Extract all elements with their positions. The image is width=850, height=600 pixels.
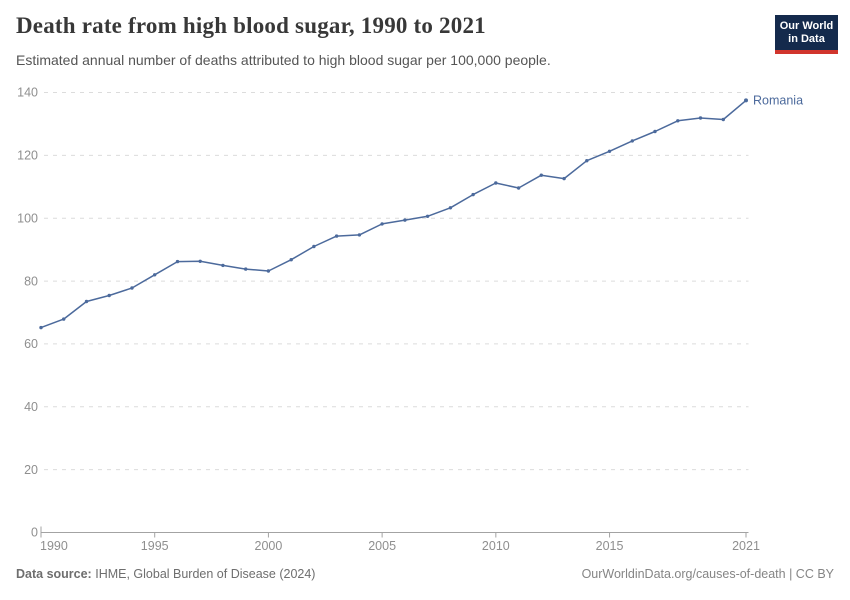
chart-subtitle: Estimated annual number of deaths attrib… [16,52,551,68]
data-point[interactable] [425,214,430,218]
y-axis-tick-label: 140 [17,86,38,100]
data-point[interactable] [130,286,134,290]
x-axis-tick-label: 1990 [40,539,68,553]
data-point[interactable] [198,259,202,263]
logo-text-line2: in Data [788,33,825,45]
data-point[interactable] [698,116,703,120]
y-axis-tick-label: 100 [17,211,38,225]
chart-footer: Data source: IHME, Global Burden of Dise… [16,567,834,581]
data-point[interactable] [721,117,725,122]
data-point[interactable] [448,206,453,210]
data-point[interactable] [62,317,66,321]
x-axis-tick-label: 2005 [368,539,396,553]
attribution-link[interactable]: OurWorldinData.org/causes-of-death | CC … [581,567,834,581]
data-point[interactable] [244,267,248,271]
y-axis-tick-label: 40 [24,400,38,414]
x-axis-tick-label: 2015 [596,539,624,553]
data-source: Data source: IHME, Global Burden of Dise… [16,567,315,581]
data-point[interactable] [653,129,657,134]
data-point[interactable] [585,159,589,163]
x-axis-tick-label: 2010 [482,539,510,553]
data-point[interactable] [39,325,43,330]
data-point[interactable] [84,299,89,304]
data-point[interactable] [357,233,362,237]
y-axis-tick-label: 0 [31,526,38,540]
y-axis-tick-label: 20 [24,463,38,477]
data-point[interactable] [380,222,384,226]
series-end-label[interactable]: Romania [753,93,803,107]
data-source-label: Data source: [16,567,92,581]
data-point[interactable] [266,269,271,273]
x-axis-tick-label: 2021 [732,539,760,553]
y-axis-tick-label: 80 [24,274,38,288]
logo-text-line1: Our World [779,20,834,32]
data-point[interactable] [153,273,157,277]
data-point[interactable] [107,293,111,298]
series-line[interactable] [40,99,747,329]
data-point[interactable] [221,263,225,268]
page-title: Death rate from high blood sugar, 1990 t… [16,13,486,38]
data-point[interactable] [334,234,339,238]
data-point[interactable] [471,192,475,197]
y-axis-tick-label: 120 [17,149,38,163]
data-point[interactable] [175,259,180,264]
data-source-value: IHME, Global Burden of Disease (2024) [95,567,316,581]
data-point[interactable] [676,119,680,123]
y-axis-tick-label: 60 [24,337,38,351]
data-point[interactable] [403,218,407,222]
x-axis-tick-label: 1995 [141,539,169,553]
data-point[interactable] [494,181,498,185]
owid-logo: Our World in Data [775,15,838,54]
data-point[interactable] [312,244,316,249]
data-point[interactable] [607,149,612,153]
data-point[interactable] [630,139,634,143]
data-point[interactable] [289,258,293,262]
data-point[interactable] [539,173,543,177]
data-point[interactable] [744,98,748,103]
x-axis-tick-label: 2000 [255,539,283,553]
data-point[interactable] [562,176,566,181]
data-point[interactable] [516,186,521,190]
